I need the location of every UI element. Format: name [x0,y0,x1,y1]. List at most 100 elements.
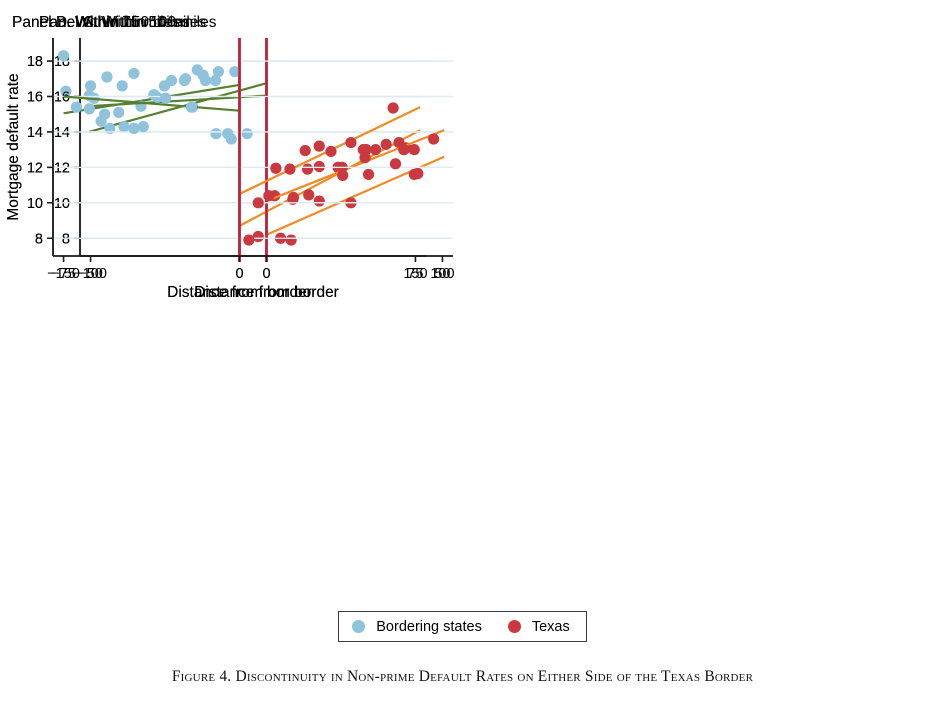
y-tick-label: 12 [27,160,43,176]
x-tick-label: −75 [51,266,76,282]
scatter-point-bordering [101,71,113,83]
legend-item-bordering-states: Bordering states [352,619,482,635]
y-tick-label: 12 [27,160,43,176]
scatter-point-bordering [160,92,172,104]
scatter-point-bordering [104,122,116,134]
y-tick-label: 10 [27,196,43,212]
x-axis-label: Distance from border [194,284,339,301]
scatter-point-texas [389,158,402,170]
scatter-point-texas [362,168,375,181]
scatter-point-bordering [199,74,212,87]
y-tick-label: 16 [27,89,43,105]
panel-title: Panel D. Within 150 miles [12,14,190,31]
scatter-point-texas [287,193,299,205]
scatter-point-texas [263,190,275,202]
legend-item-texas: Texas [507,619,570,635]
y-tick-label: 18 [27,54,43,70]
fit-line-bordering-fit [88,82,267,133]
scatter-point-texas [408,144,420,156]
x-tick-label: 50 [434,266,450,282]
panel-title: Panel A. Within 50 miles [39,14,206,31]
scatter-point-bordering [229,66,241,78]
scatter-point-texas [313,195,325,207]
x-axis-label: Distance from border [167,284,312,301]
scatter-point-bordering [241,128,253,140]
fit-line-texas-fit [266,129,445,203]
panel-d-chart: 8 10 12 14 16 18 −150 0 150 Panel D. Within 150 m… [12,14,428,301]
panel-d: 8 10 12 14 16 18 −150 0 150 Panel D. Within 150 m… [0,0,462,302]
x-tick-label: −100 [74,266,107,282]
scatter-point-bordering [209,74,222,87]
x-tick-label: −50 [78,266,103,282]
y-tick-label: 14 [54,125,70,141]
scatter-point-texas [369,144,382,156]
scatter-point-texas [303,189,315,201]
y-axis-label: Mortgage default rate [5,73,22,220]
scatter-point-bordering [178,74,190,87]
scatter-point-texas [270,162,282,174]
scatter-point-bordering [116,80,128,92]
scatter-point-bordering [128,122,140,134]
x-tick-label: 0 [262,266,270,282]
scatter-point-bordering [83,103,95,115]
y-tick-label: 10 [54,196,70,212]
y-tick-label: 8 [62,231,70,247]
x-tick-label: 100 [430,266,454,282]
x-tick-label: 150 [403,266,427,282]
legend-label-bordering-states: Bordering states [376,618,482,635]
y-tick-label: 14 [27,125,43,141]
x-tick-label: 0 [235,266,243,282]
fit-line-bordering-fit [63,95,240,112]
x-tick-label: 75 [407,266,423,282]
scatter-point-bordering [185,101,198,113]
x-axis-label: Distance from border [194,284,339,301]
scatter-point-bordering [222,128,234,140]
scatter-point-bordering [165,74,178,87]
scatter-point-texas [299,144,311,157]
scatter-point-bordering [191,64,203,76]
scatter-point-bordering [95,115,107,127]
scatter-point-bordering [60,85,72,97]
x-tick-label: −150 [47,266,80,282]
y-tick-label: 8 [35,231,43,247]
fit-line-bordering-fit [88,94,267,108]
scatter-point-bordering [84,80,97,92]
scatter-point-texas [398,144,410,156]
scatter-point-bordering [118,121,130,133]
scatter-point-texas [243,234,255,246]
y-tick-label: 8 [62,231,70,247]
scatter-point-texas [313,140,325,152]
scatter-point-texas [337,169,349,181]
scatter-point-bordering [113,106,125,119]
texas-marker-icon [507,620,521,633]
y-tick-label: 12 [54,160,70,176]
scatter-point-bordering [212,66,224,78]
scatter-point-texas [412,167,424,180]
scatter-point-texas [252,230,264,243]
scatter-point-texas [428,133,440,145]
scatter-point-bordering [128,67,140,80]
y-tick-label: 8 [35,231,43,247]
y-tick-label: 18 [27,54,43,70]
scatter-point-bordering [210,128,222,140]
figure-caption: Figure 4. Discontinuity in Non-prime Def… [171,668,754,685]
scatter-point-texas [380,138,392,150]
y-tick-label: 14 [27,125,43,141]
scatter-point-texas [252,197,264,209]
panel-title: Panel B. Within 75 miles [12,14,180,31]
panel-grid: 8 10 12 14 16 18 −50 0 50 Panel A. Within 50 mile… [0,0,462,302]
legend: Bordering states Texas [0,611,925,642]
scatter-point-texas [387,102,399,114]
scatter-point-bordering [137,121,149,133]
scatter-point-texas [284,163,296,175]
scatter-point-texas [325,145,337,158]
x-axis-label: Distance from border [167,284,312,301]
y-tick-label: 10 [54,196,70,212]
scatter-point-texas [359,152,371,164]
y-tick-label: 14 [54,125,70,141]
scatter-point-texas [313,160,325,173]
bordering-states-marker-icon [352,620,366,633]
y-tick-label: 16 [54,89,70,105]
scatter-point-bordering [70,101,83,113]
